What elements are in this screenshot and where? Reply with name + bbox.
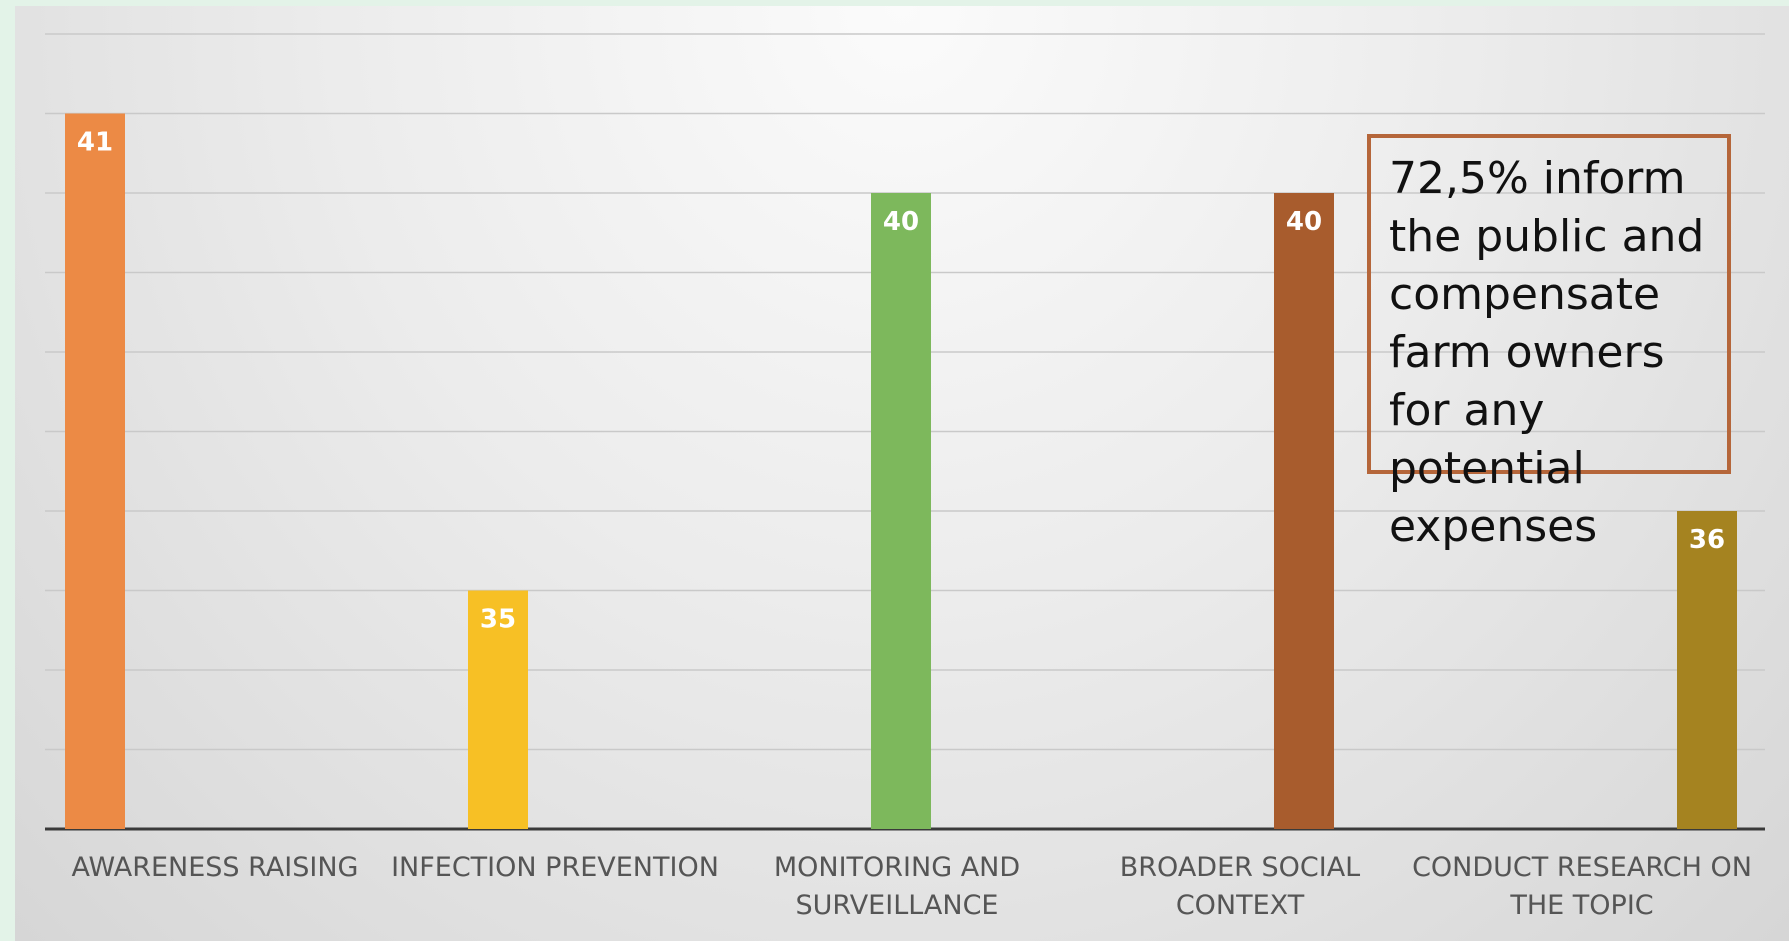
bar-value-label: 41 — [77, 128, 113, 158]
data-labels: 41 35 40 40 36 — [77, 128, 1725, 635]
bar-value-label: 40 — [1286, 207, 1322, 237]
bar-value-label: 40 — [883, 207, 919, 237]
category-label: THE TOPIC — [1509, 890, 1653, 921]
chart-panel: 41 35 40 40 36 AWARENESS RAISING INFECTION PR… — [15, 6, 1789, 941]
bar-value-label: 35 — [480, 605, 516, 635]
bar — [1677, 511, 1737, 829]
bars — [65, 113, 1737, 829]
bar-chart: 41 35 40 40 36 AWARENESS RAISING INFECTION PR… — [45, 33, 1765, 921]
category-label: AWARENESS RAISING — [72, 852, 359, 883]
bar — [871, 193, 931, 829]
category-label: CONDUCT RESEARCH ON — [1412, 852, 1752, 883]
category-label: INFECTION PREVENTION — [391, 852, 719, 883]
annotation-text: 72,5% inform the public and compensate f… — [1389, 153, 1705, 552]
category-label: BROADER SOCIAL — [1120, 852, 1360, 883]
annotation-callout: 72,5% inform the public and compensate f… — [1367, 134, 1731, 552]
bar — [65, 113, 125, 829]
bar-value-label: 36 — [1689, 525, 1725, 555]
category-label: CONTEXT — [1176, 890, 1305, 921]
category-label: MONITORING AND — [774, 852, 1020, 883]
category-labels: AWARENESS RAISING INFECTION PREVENTION MON… — [72, 852, 1752, 921]
category-label: SURVEILLANCE — [796, 890, 999, 921]
bar — [468, 590, 528, 829]
bar — [1274, 193, 1334, 829]
